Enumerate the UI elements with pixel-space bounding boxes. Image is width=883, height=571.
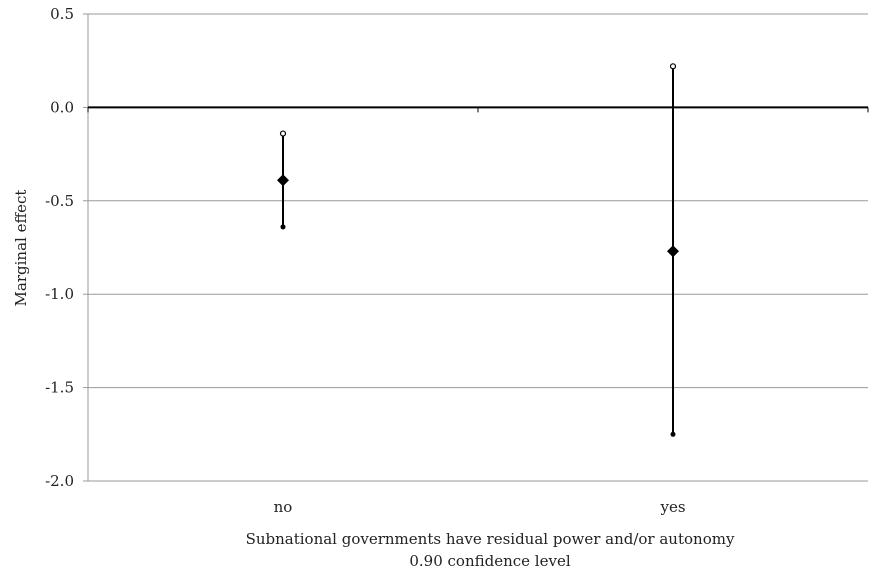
y-tick-label: -1.5	[45, 379, 74, 397]
y-tick-label: 0.5	[50, 5, 74, 23]
y-tick-label: -2.0	[45, 472, 74, 490]
y-tick-label: 0.0	[50, 98, 74, 116]
x-axis-title: Subnational governments have residual po…	[246, 530, 735, 548]
x-tick-label: no	[274, 498, 293, 516]
gridlines	[88, 13, 868, 482]
y-tick-label: -1.0	[45, 285, 74, 303]
data-marks	[277, 63, 679, 437]
labels: Marginal effect Subnational governments …	[12, 5, 735, 570]
ci-upper-point	[669, 63, 677, 70]
ci-upper-point	[279, 130, 287, 137]
ci-lower-point	[670, 431, 676, 437]
ci-lower-point	[280, 224, 286, 230]
axes	[83, 13, 869, 482]
y-tick-label: -0.5	[45, 192, 74, 210]
x-tick-label: yes	[659, 498, 685, 516]
y-axis-title: Marginal effect	[12, 190, 30, 307]
confidence-level-note: 0.90 confidence level	[409, 552, 570, 570]
point-estimate-marker	[667, 245, 679, 258]
point-estimate-marker	[277, 174, 289, 187]
